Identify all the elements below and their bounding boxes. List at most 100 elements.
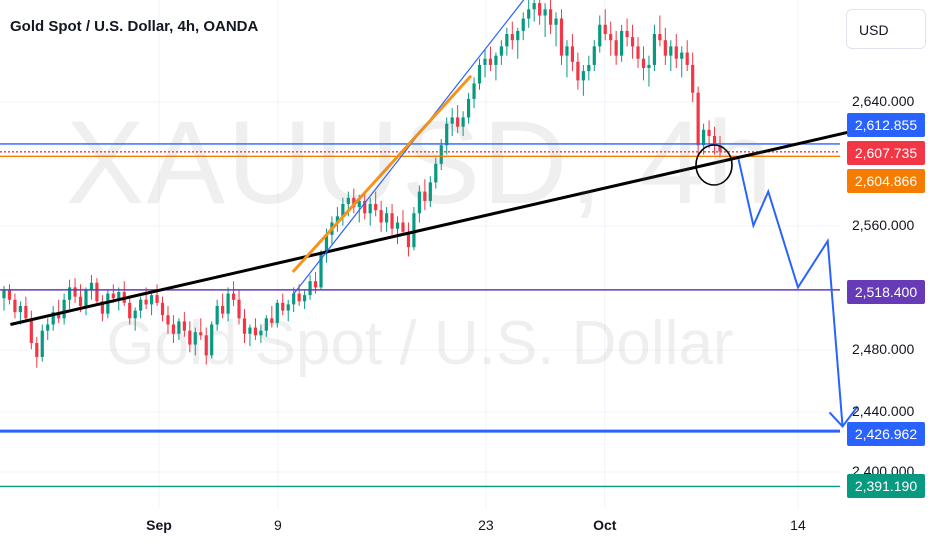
candle-body <box>264 318 268 331</box>
candle-body <box>636 46 640 59</box>
candle-body <box>84 290 88 306</box>
candle-body <box>587 64 591 72</box>
time-tick-label: 23 <box>478 517 494 533</box>
candle-body <box>691 64 695 93</box>
price-label: 2,426.962 <box>847 422 925 446</box>
candle-body <box>384 213 389 223</box>
candle-body <box>379 210 383 223</box>
trend-line <box>291 74 473 273</box>
candle-body <box>13 299 17 313</box>
candle-body <box>242 318 247 334</box>
candle-body <box>341 203 345 217</box>
candle-body <box>620 30 624 56</box>
candle-body <box>335 216 340 223</box>
candle-body <box>352 197 356 208</box>
candle-body <box>559 18 564 56</box>
candle-body <box>346 197 350 204</box>
candle-body <box>609 34 613 41</box>
candle-body <box>18 305 22 313</box>
candle-body <box>275 302 279 323</box>
candle-body <box>680 52 684 59</box>
candle-body <box>696 92 700 146</box>
candle-body <box>450 117 454 124</box>
candle-body <box>281 302 285 311</box>
candle-body <box>319 253 323 288</box>
candle-body <box>193 332 197 345</box>
candle-body <box>674 46 678 59</box>
candle-body <box>510 34 514 41</box>
candle-body <box>423 191 427 201</box>
candle-body <box>226 293 230 314</box>
candle-body <box>543 9 547 16</box>
price-label: 2,391.190 <box>847 474 925 498</box>
candle-body <box>259 330 263 336</box>
candle-body <box>188 330 192 345</box>
candle-body <box>412 213 416 248</box>
candle-body <box>78 296 83 306</box>
symbol-watermark: XAUUSD, 4h <box>65 97 775 229</box>
price-label: 2,607.735 <box>847 141 925 165</box>
price-tick-label: 2,640.000 <box>852 93 915 109</box>
candle-body <box>204 335 208 356</box>
candle-body <box>7 290 12 300</box>
candle-body <box>554 18 558 25</box>
time-tick-label: Sep <box>146 517 172 533</box>
candle-body <box>303 295 307 302</box>
candle-body <box>641 58 646 69</box>
candle-body <box>505 34 509 47</box>
price-tick-label: 2,440.000 <box>852 403 915 419</box>
candle-body <box>248 327 252 334</box>
candle-body <box>390 213 394 229</box>
candle-body <box>270 318 274 323</box>
candle-body <box>663 40 667 56</box>
candle-body <box>625 30 629 38</box>
candle-body <box>516 30 520 41</box>
candle-body <box>538 3 542 16</box>
candle-body <box>133 310 137 319</box>
price-label: 2,604.866 <box>847 169 925 193</box>
candle-body <box>417 191 421 214</box>
candle-body <box>592 46 596 65</box>
candle-body <box>565 46 569 56</box>
candle-body <box>395 222 400 229</box>
candle-body <box>614 40 618 56</box>
time-tick-label: 14 <box>790 517 806 533</box>
price-label: 2,612.855 <box>847 113 925 137</box>
candle-body <box>401 222 405 232</box>
name-watermark: Gold Spot / U.S. Dollar <box>106 309 734 378</box>
candle-body <box>461 117 465 127</box>
trend-line <box>10 125 873 326</box>
candle-body <box>707 129 711 136</box>
candle-body <box>570 46 575 62</box>
candle-body <box>652 34 657 65</box>
chart-title: Gold Spot / U.S. Dollar, 4h, OANDA <box>10 18 259 35</box>
candle-body <box>521 18 525 31</box>
candle-body <box>89 282 94 291</box>
candle-body <box>445 123 449 146</box>
candle-body <box>434 163 438 183</box>
candle-body <box>144 299 148 305</box>
candle-body <box>308 281 312 296</box>
candle-body <box>160 302 165 316</box>
candle-body <box>210 324 214 356</box>
currency-selector[interactable]: USD <box>846 9 926 49</box>
candle-body <box>576 61 580 81</box>
candle-body <box>488 58 493 65</box>
candle-body <box>472 83 476 99</box>
candle-body <box>581 71 585 81</box>
candle-body <box>215 305 219 325</box>
candle-body <box>406 231 411 248</box>
candle-body <box>155 295 159 303</box>
candle-body <box>718 145 722 152</box>
candle-body <box>428 182 432 201</box>
candle-body <box>237 299 241 319</box>
price-tick-label: 2,480.000 <box>852 341 915 357</box>
candle-body <box>466 98 471 118</box>
candle-body <box>46 324 50 331</box>
candle-body <box>532 3 536 10</box>
candle-body <box>221 305 225 314</box>
time-tick-label: Oct <box>593 517 617 533</box>
time-tick-label: 9 <box>273 517 282 533</box>
candle-body <box>2 290 6 299</box>
